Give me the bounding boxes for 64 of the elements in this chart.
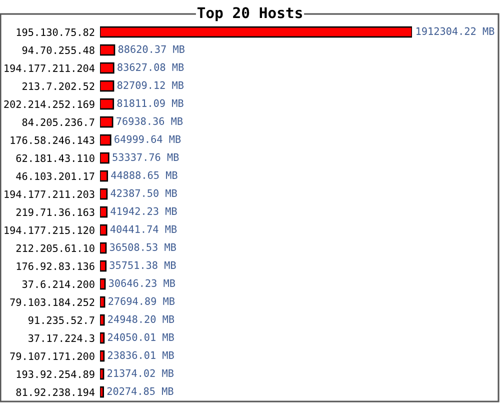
- bar: [100, 188, 108, 200]
- y-tick-label: 176.58.246.143: [10, 136, 94, 144]
- bar: [100, 278, 106, 290]
- bar: [100, 62, 114, 74]
- y-tick-label: 176.92.83.136: [16, 262, 94, 270]
- data-label: 82709.12 MB: [117, 81, 184, 89]
- bar: [100, 44, 116, 56]
- data-label: 42387.50 MB: [110, 189, 177, 197]
- y-tick-label: 91.235.52.7: [28, 316, 94, 324]
- y-tick-label: 219.71.36.163: [16, 208, 94, 216]
- data-label: 20274.85 MB: [107, 387, 174, 395]
- y-tick-label: 213.7.202.52: [22, 82, 94, 90]
- y-tick-label: 194.177.211.204: [4, 64, 95, 72]
- bar: [100, 242, 107, 254]
- bar: [100, 206, 108, 218]
- y-tick-label: 62.181.43.110: [16, 154, 94, 162]
- y-tick-label: 194.177.215.120: [4, 226, 94, 234]
- data-label: 27694.89 MB: [108, 297, 175, 305]
- data-label: 35751.38 MB: [110, 261, 176, 269]
- data-label: 64999.64 MB: [114, 135, 181, 143]
- y-tick-label: 84.205.236.7: [22, 118, 94, 126]
- bar: [100, 170, 108, 182]
- data-label: 36508.53 MB: [110, 243, 176, 251]
- y-tick-label: 37.6.214.200: [22, 280, 94, 288]
- data-label: 41942.23 MB: [110, 207, 177, 215]
- data-label: 44888.65 MB: [111, 171, 178, 179]
- bar: [100, 314, 105, 326]
- y-tick-label: 37.17.224.3: [28, 334, 94, 342]
- data-label: 24050.01 MB: [108, 333, 174, 341]
- y-tick-label: 94.70.255.48: [22, 46, 94, 54]
- bar: [100, 26, 412, 38]
- y-tick-label: 202.214.252.169: [4, 100, 94, 108]
- bar: [100, 296, 106, 308]
- data-label: 81811.09 MB: [117, 99, 184, 107]
- bar: [100, 386, 104, 398]
- chart-title: Top 20 Hosts: [197, 7, 302, 22]
- data-label: 76938.36 MB: [116, 117, 183, 125]
- y-tick-label: 46.103.201.17: [16, 172, 94, 180]
- y-tick-label: 195.130.75.82: [16, 28, 94, 36]
- data-label: 40441.74 MB: [110, 225, 177, 233]
- data-label: 24948.20 MB: [108, 315, 174, 323]
- data-label: 83627.08 MB: [118, 63, 184, 71]
- data-label: 1912304.22 MB: [416, 27, 494, 35]
- data-label: 88620.37 MB: [118, 45, 184, 53]
- y-tick-label: 194.177.211.203: [4, 190, 94, 198]
- data-label: 30646.23 MB: [109, 279, 176, 287]
- bar: [100, 224, 108, 236]
- y-tick-label: 212.205.61.10: [16, 244, 94, 252]
- data-label: 53337.76 MB: [112, 153, 179, 161]
- bar: [100, 80, 114, 92]
- y-tick-label: 79.107.171.200: [10, 352, 94, 360]
- bar: [100, 134, 112, 146]
- y-tick-label: 79.103.184.252: [10, 298, 94, 306]
- bar: [100, 98, 114, 110]
- data-label: 21374.02 MB: [108, 369, 174, 377]
- y-tick-label: 193.92.254.89: [16, 370, 94, 378]
- bar: [100, 260, 107, 272]
- data-label: 23836.01 MB: [108, 351, 174, 359]
- bar: [100, 116, 114, 128]
- y-tick-label: 81.92.238.194: [16, 388, 95, 396]
- bar: [100, 368, 104, 380]
- bar: [100, 332, 105, 344]
- bar: [100, 350, 105, 362]
- bar: [100, 152, 110, 164]
